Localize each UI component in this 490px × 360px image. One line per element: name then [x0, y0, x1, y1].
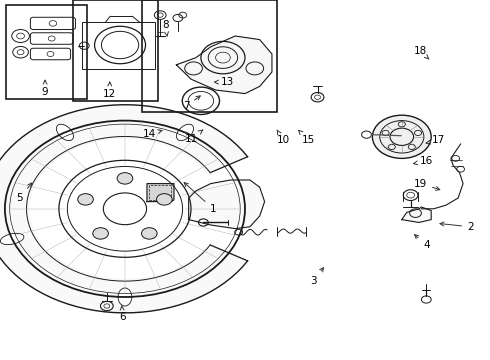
Text: 3: 3 [310, 268, 323, 286]
Circle shape [372, 115, 431, 158]
Text: 1: 1 [184, 183, 217, 214]
Circle shape [156, 194, 172, 205]
Text: 18: 18 [414, 46, 429, 59]
Polygon shape [189, 180, 265, 229]
Bar [82, 22, 155, 69]
Ellipse shape [118, 288, 132, 306]
Bar [142, 0, 277, 112]
Bar [6, 5, 87, 99]
Text: 4: 4 [415, 235, 430, 250]
Polygon shape [402, 207, 431, 222]
Polygon shape [0, 105, 247, 313]
Text: 16: 16 [414, 156, 433, 166]
Circle shape [93, 228, 108, 239]
Text: 6: 6 [119, 306, 126, 322]
Polygon shape [176, 36, 272, 94]
Text: 5: 5 [16, 183, 32, 203]
Ellipse shape [56, 124, 74, 141]
Bar [73, 0, 158, 101]
Text: 14: 14 [143, 129, 162, 139]
Text: 7: 7 [183, 96, 200, 111]
Text: 12: 12 [103, 82, 117, 99]
Text: 9: 9 [42, 80, 49, 97]
Circle shape [117, 173, 133, 184]
Ellipse shape [0, 233, 24, 244]
Text: 2: 2 [440, 222, 474, 232]
Text: 19: 19 [414, 179, 440, 190]
Text: 15: 15 [298, 130, 316, 145]
Circle shape [78, 194, 94, 205]
Text: 17: 17 [426, 135, 445, 145]
Circle shape [142, 228, 157, 239]
Text: 13: 13 [215, 77, 235, 87]
Text: 10: 10 [277, 130, 290, 145]
Polygon shape [147, 184, 174, 202]
Text: 11: 11 [184, 130, 203, 144]
Ellipse shape [176, 124, 194, 141]
Text: 8: 8 [162, 20, 169, 36]
